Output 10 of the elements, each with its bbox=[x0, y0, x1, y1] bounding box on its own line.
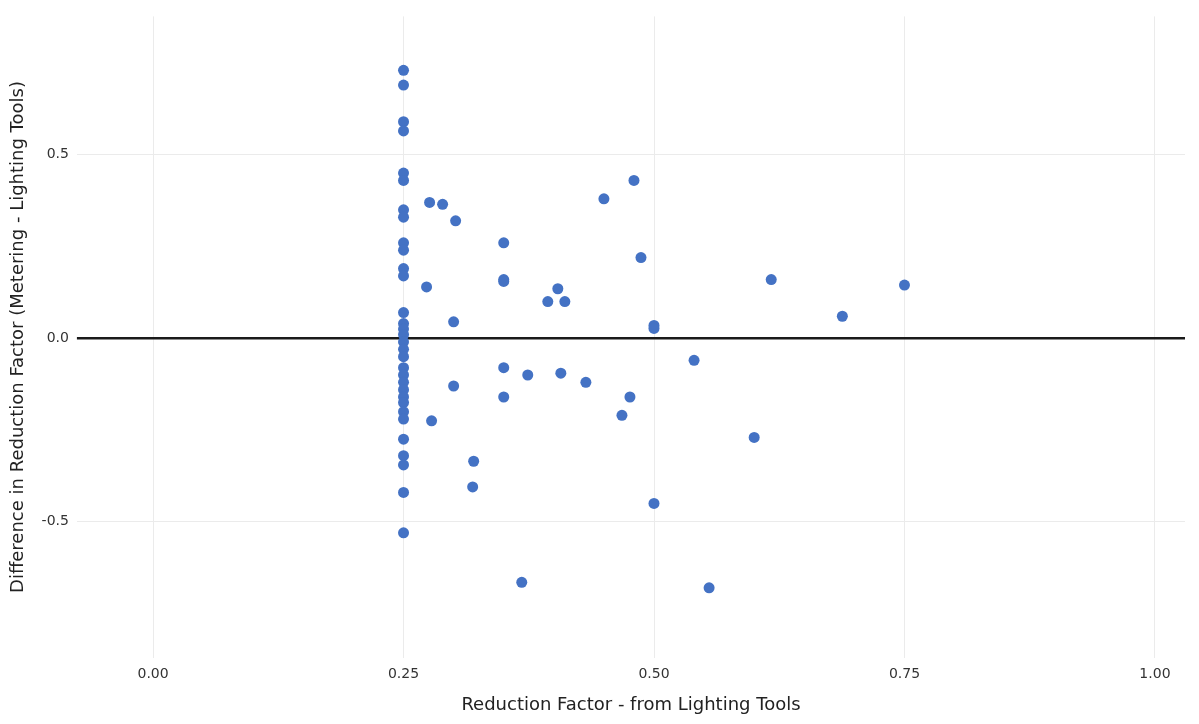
x-tick-label: 0.25 bbox=[387, 664, 420, 681]
x-axis-title: Reduction Factor - from Lighting Tools bbox=[461, 692, 801, 714]
y-axis-title: Difference in Reduction Factor (Metering - Lighting Tools) bbox=[6, 81, 28, 593]
x-tick-label: 0.50 bbox=[638, 664, 670, 681]
x-tick-label: 0.75 bbox=[888, 664, 921, 681]
x-tick-label: 0.00 bbox=[137, 664, 169, 681]
y-tick-label: -0.5 bbox=[41, 512, 69, 529]
y-tick-label: 0.0 bbox=[46, 328, 69, 345]
x-tick-label: 1.00 bbox=[1139, 664, 1171, 681]
y-tick-label: 0.5 bbox=[46, 145, 69, 162]
